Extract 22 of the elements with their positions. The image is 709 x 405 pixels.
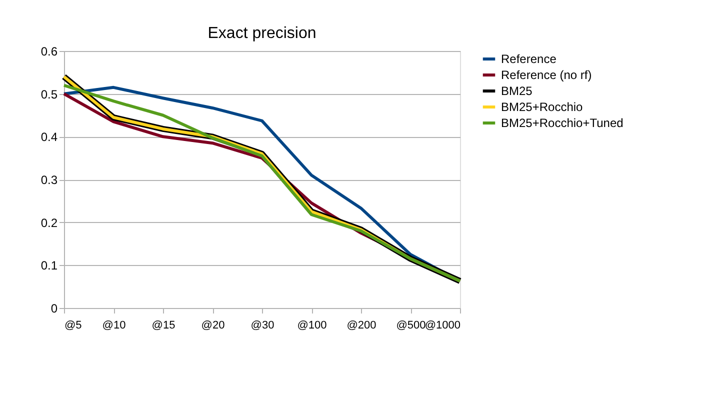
legend-label: Reference (no rf)	[501, 68, 592, 82]
y-tick-label: 0.5	[40, 87, 58, 102]
x-tick-label: @500	[396, 320, 426, 332]
y-tick-label: 0.4	[40, 130, 58, 144]
chart-title: Exact precision	[208, 25, 316, 42]
x-tick-label: @1000	[424, 320, 460, 332]
x-tick-label: @10	[102, 320, 126, 332]
y-tick-label: 0.3	[40, 173, 58, 187]
x-tick-label: @5	[64, 320, 82, 332]
x-tick-label: @30	[250, 320, 274, 332]
x-tick-label: @20	[201, 320, 225, 332]
y-tick-label: 0.6	[40, 44, 58, 58]
x-tick-label: @200	[346, 320, 376, 332]
x-tick-label: @100	[297, 320, 327, 332]
legend-label: BM25+Rocchio+Tuned	[501, 116, 624, 130]
y-tick-label: 0.2	[40, 216, 58, 230]
legend-label: BM25	[501, 84, 533, 98]
y-tick-label: 0.1	[40, 258, 58, 273]
y-tick-label: 0	[50, 302, 58, 316]
x-tick-label: @15	[152, 320, 176, 332]
legend-label: Reference	[501, 52, 557, 66]
legend-label: BM25+Rocchio	[501, 100, 584, 114]
